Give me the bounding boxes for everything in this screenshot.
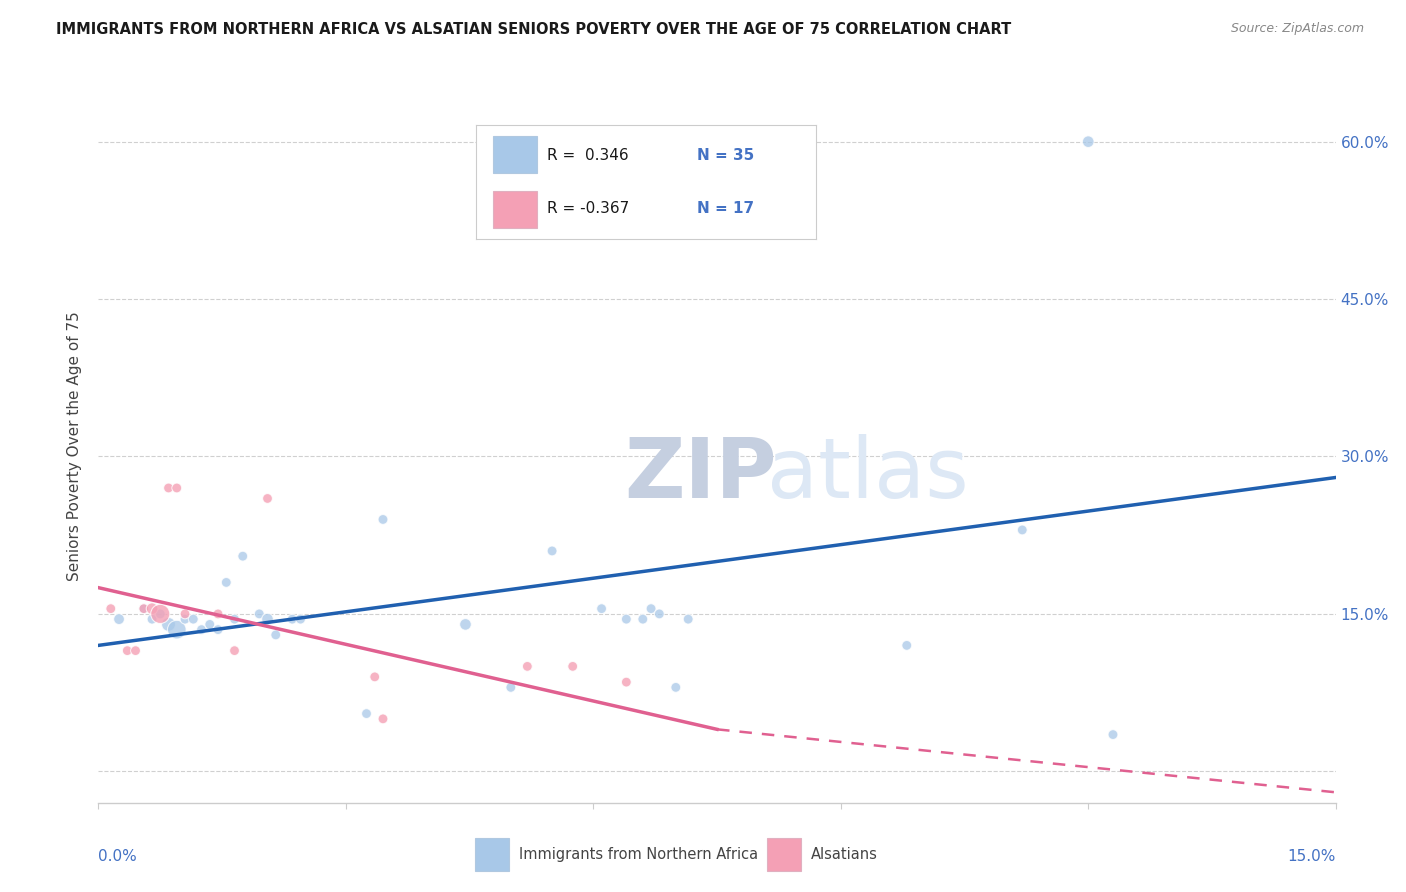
Point bbox=[247, 607, 270, 621]
Point bbox=[198, 617, 221, 632]
Point bbox=[157, 617, 180, 632]
Point bbox=[676, 612, 699, 626]
Y-axis label: Seniors Poverty Over the Age of 75: Seniors Poverty Over the Age of 75 bbox=[67, 311, 83, 581]
Point bbox=[290, 612, 312, 626]
Point bbox=[640, 601, 662, 615]
Point bbox=[207, 607, 229, 621]
Point bbox=[561, 659, 583, 673]
Point bbox=[264, 628, 287, 642]
Point bbox=[371, 712, 394, 726]
Point bbox=[149, 607, 172, 621]
Point bbox=[232, 549, 254, 564]
Point bbox=[157, 481, 180, 495]
Point bbox=[614, 675, 637, 690]
Point bbox=[132, 601, 155, 615]
Text: atlas: atlas bbox=[766, 434, 969, 515]
Point bbox=[174, 607, 197, 621]
Point bbox=[215, 575, 238, 590]
Point bbox=[516, 659, 538, 673]
Point bbox=[166, 481, 188, 495]
Point bbox=[124, 643, 146, 657]
Text: ZIP: ZIP bbox=[624, 434, 776, 515]
Point bbox=[207, 623, 229, 637]
Point bbox=[631, 612, 654, 626]
Point bbox=[371, 512, 394, 526]
Point bbox=[896, 639, 918, 653]
Point bbox=[591, 601, 613, 615]
Point bbox=[224, 643, 246, 657]
Point bbox=[614, 612, 637, 626]
Point bbox=[100, 601, 122, 615]
Text: 0.0%: 0.0% bbox=[98, 849, 138, 864]
Point bbox=[141, 601, 163, 615]
Point bbox=[174, 612, 197, 626]
Point bbox=[665, 681, 688, 695]
Point bbox=[256, 491, 278, 506]
Text: Source: ZipAtlas.com: Source: ZipAtlas.com bbox=[1230, 22, 1364, 36]
Point bbox=[364, 670, 387, 684]
Point bbox=[499, 681, 522, 695]
Point bbox=[454, 617, 477, 632]
Point bbox=[117, 643, 139, 657]
Point bbox=[541, 544, 564, 558]
Point bbox=[141, 612, 163, 626]
Point bbox=[224, 612, 246, 626]
Point bbox=[256, 612, 278, 626]
Point bbox=[190, 623, 212, 637]
Point bbox=[281, 612, 304, 626]
Text: 15.0%: 15.0% bbox=[1288, 849, 1336, 864]
Point bbox=[1102, 728, 1125, 742]
Point bbox=[132, 601, 155, 615]
Point bbox=[166, 623, 188, 637]
Point bbox=[149, 607, 172, 621]
Point bbox=[648, 607, 671, 621]
Point bbox=[356, 706, 378, 721]
Point bbox=[1011, 523, 1033, 537]
Point bbox=[181, 612, 204, 626]
Text: IMMIGRANTS FROM NORTHERN AFRICA VS ALSATIAN SENIORS POVERTY OVER THE AGE OF 75 C: IMMIGRANTS FROM NORTHERN AFRICA VS ALSAT… bbox=[56, 22, 1011, 37]
Point bbox=[1077, 135, 1099, 149]
Point bbox=[108, 612, 131, 626]
